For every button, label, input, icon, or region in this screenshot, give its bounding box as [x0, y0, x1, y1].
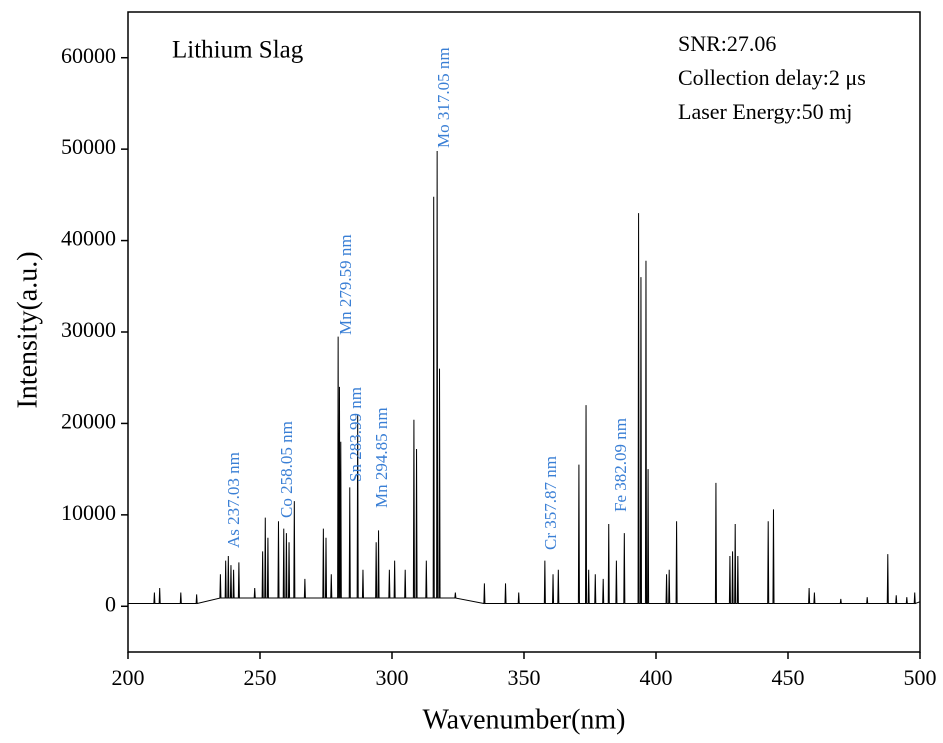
y-tick-label: 50000: [61, 134, 116, 159]
y-axis-title: Intensity(a.u.): [12, 251, 43, 408]
peak-annotation: Mo 317.05 nm: [434, 47, 453, 148]
x-tick-label: 250: [244, 665, 277, 690]
peak-annotation: As 237.03 nm: [224, 452, 243, 548]
x-axis-title: Wavenumber(nm): [423, 704, 626, 735]
peak-annotation: Mn 279.59 nm: [336, 234, 355, 335]
plot-frame: [127, 11, 921, 653]
x-tick-label: 500: [904, 665, 937, 690]
peak-annotation: Cr 357.87 nm: [541, 456, 560, 550]
peak-annotation: Sn 283.99 nm: [346, 387, 365, 482]
peak-annotation: Mn 294.85 nm: [372, 407, 391, 508]
y-tick-label: 30000: [61, 317, 116, 342]
y-tick-label: 40000: [61, 226, 116, 251]
info-text: Laser Energy:50 mj: [678, 99, 852, 124]
x-tick-label: 300: [376, 665, 409, 690]
peak-annotation: Fe 382.09 nm: [611, 418, 630, 512]
x-tick-label: 400: [640, 665, 673, 690]
y-tick-label: 20000: [61, 408, 116, 433]
info-text: Collection delay:2 μs: [678, 65, 866, 90]
x-tick-label: 200: [112, 665, 145, 690]
peak-annotation: Co 258.05 nm: [277, 421, 296, 518]
y-tick-label: 10000: [61, 500, 116, 525]
y-tick-label: 0: [105, 591, 116, 616]
info-text: SNR:27.06: [678, 31, 776, 56]
spectrum-line: [128, 150, 920, 605]
y-tick-label: 60000: [61, 43, 116, 68]
chart-title: Lithium Slag: [172, 37, 304, 64]
x-tick-label: 350: [508, 665, 541, 690]
x-tick-label: 450: [772, 665, 805, 690]
